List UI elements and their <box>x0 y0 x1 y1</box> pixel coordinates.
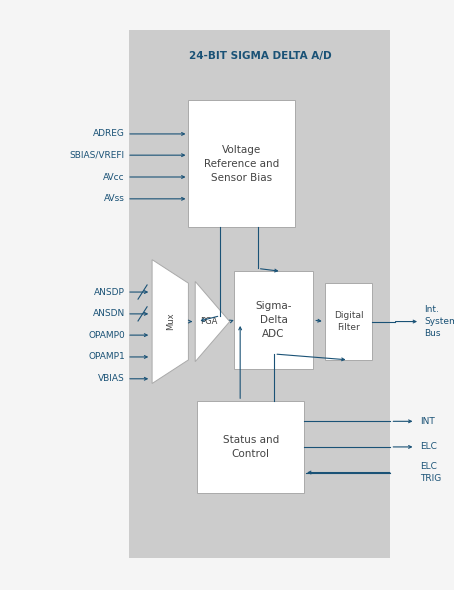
FancyBboxPatch shape <box>188 100 295 227</box>
Text: Status and
Control: Status and Control <box>223 435 279 459</box>
Text: Int.
System
Bus: Int. System Bus <box>424 305 454 338</box>
Text: VBIAS: VBIAS <box>98 374 125 384</box>
Text: Digital
Filter: Digital Filter <box>334 311 363 332</box>
Text: Mux: Mux <box>166 313 175 330</box>
Polygon shape <box>195 281 230 362</box>
Polygon shape <box>152 260 188 384</box>
Text: Sigma-
Delta
ADC: Sigma- Delta ADC <box>255 301 292 339</box>
Text: AVcc: AVcc <box>103 172 125 182</box>
FancyBboxPatch shape <box>197 401 304 493</box>
FancyBboxPatch shape <box>129 30 390 558</box>
Text: SBIAS/VREFI: SBIAS/VREFI <box>70 150 125 160</box>
Text: ELC: ELC <box>420 442 437 451</box>
Text: ADREG: ADREG <box>93 129 125 139</box>
Text: INT: INT <box>420 417 434 426</box>
FancyBboxPatch shape <box>234 271 313 369</box>
Text: ELC
TRIG: ELC TRIG <box>420 462 441 483</box>
FancyBboxPatch shape <box>325 283 372 360</box>
Text: AVss: AVss <box>104 194 125 204</box>
Text: OPAMP0: OPAMP0 <box>88 330 125 340</box>
Text: 24-BIT SIGMA DELTA A/D: 24-BIT SIGMA DELTA A/D <box>188 51 331 61</box>
Text: PGA: PGA <box>200 317 217 326</box>
Text: OPAMP1: OPAMP1 <box>88 352 125 362</box>
Text: Voltage
Reference and
Sensor Bias: Voltage Reference and Sensor Bias <box>204 145 279 183</box>
Text: ANSDP: ANSDP <box>94 287 125 297</box>
Text: ANSDN: ANSDN <box>93 309 125 319</box>
